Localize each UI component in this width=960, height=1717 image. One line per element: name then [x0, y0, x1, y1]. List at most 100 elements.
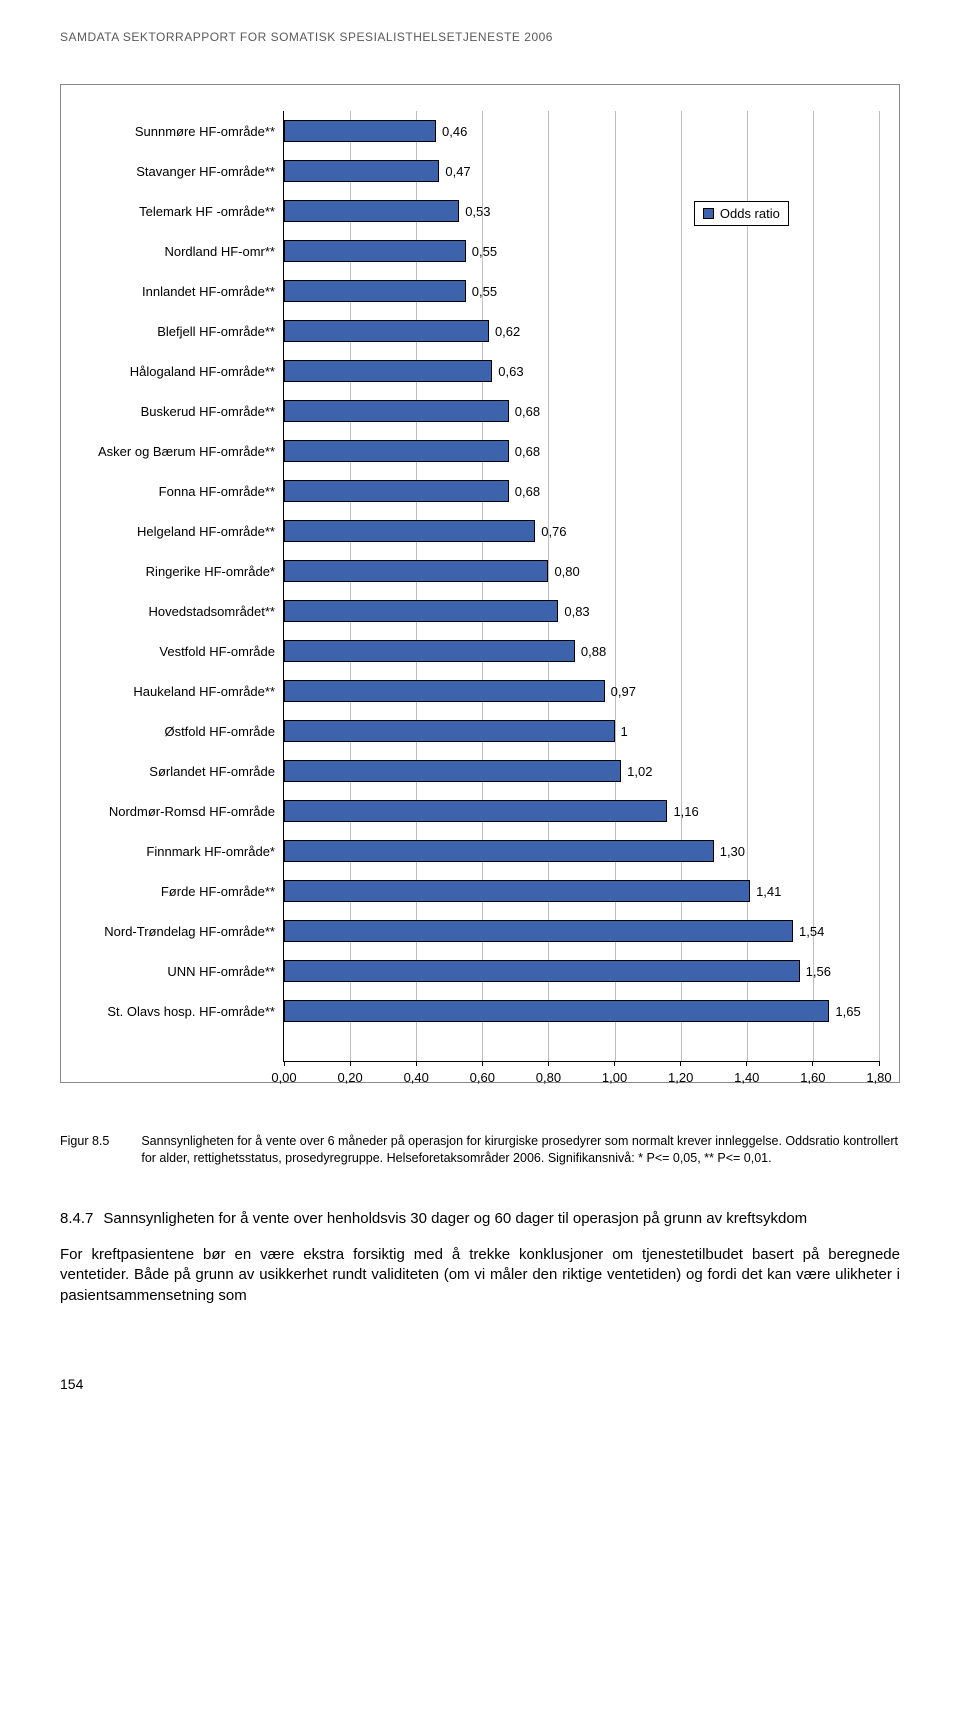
chart-category-label: Førde HF-område** [73, 871, 283, 911]
chart-bar-value: 0,46 [442, 124, 467, 139]
chart-bar-row: 0,76 [284, 511, 879, 551]
chart-bar-value: 1,30 [720, 844, 745, 859]
chart-category-label: Nord-Trøndelag HF-område** [73, 911, 283, 951]
chart-bar-value: 0,88 [581, 644, 606, 659]
chart-bar-row: 0,68 [284, 431, 879, 471]
chart-bar [284, 560, 548, 582]
chart-category-label: Innlandet HF-område** [73, 271, 283, 311]
figure-caption: Figur 8.5 Sannsynligheten for å vente ov… [60, 1133, 900, 1167]
chart-bar-row: 1,41 [284, 871, 879, 911]
chart-category-label: Ringerike HF-område* [73, 551, 283, 591]
chart-category-label: Buskerud HF-område** [73, 391, 283, 431]
chart-bar-value: 1 [621, 724, 628, 739]
chart-bar-value: 0,83 [564, 604, 589, 619]
chart-bar [284, 200, 459, 222]
chart-bar-row: 1,54 [284, 911, 879, 951]
chart-category-label: UNN HF-område** [73, 951, 283, 991]
chart-bar-value: 1,56 [806, 964, 831, 979]
chart-category-label: Blefjell HF-område** [73, 311, 283, 351]
chart-category-label: Nordmør-Romsd HF-område [73, 791, 283, 831]
x-tick-label: 0,00 [266, 1070, 302, 1085]
x-tick-label: 1,20 [663, 1070, 699, 1085]
chart-bar-row: 0,62 [284, 311, 879, 351]
legend-swatch-icon [703, 208, 714, 219]
legend-label: Odds ratio [720, 206, 780, 221]
chart-bar-row: 0,55 [284, 271, 879, 311]
chart-bar-row: 0,63 [284, 351, 879, 391]
chart-gridline [879, 111, 880, 1061]
chart-bar [284, 960, 800, 982]
chart-bar-value: 1,54 [799, 924, 824, 939]
body-paragraph: For kreftpasientene bør en være ekstra f… [60, 1245, 900, 1306]
section-number: 8.4.7 [60, 1209, 93, 1229]
chart-bar [284, 840, 714, 862]
chart-category-label: Telemark HF -område** [73, 191, 283, 231]
chart-bar [284, 600, 558, 622]
chart-bar-row: 1,30 [284, 831, 879, 871]
chart-category-label: Østfold HF-område [73, 711, 283, 751]
chart-bar-value: 0,97 [611, 684, 636, 699]
chart-bar-value: 1,41 [756, 884, 781, 899]
chart-bar-row: 1,65 [284, 991, 879, 1031]
chart-bar [284, 240, 466, 262]
chart-category-label: Helgeland HF-område** [73, 511, 283, 551]
chart-bar-value: 0,63 [498, 364, 523, 379]
chart-bar-row: 1 [284, 711, 879, 751]
chart-bar [284, 640, 575, 662]
chart-bar-value: 1,02 [627, 764, 652, 779]
chart-bar [284, 440, 509, 462]
x-tick-label: 1,40 [729, 1070, 765, 1085]
chart-category-label: Finnmark HF-område* [73, 831, 283, 871]
figure-caption-text: Sannsynligheten for å vente over 6 måned… [141, 1133, 900, 1167]
chart-bar [284, 120, 436, 142]
chart-category-label: Nordland HF-omr** [73, 231, 283, 271]
chart-bar [284, 400, 509, 422]
report-header: SAMDATA SEKTORRAPPORT FOR SOMATISK SPESI… [60, 30, 900, 44]
x-tick-label: 0,40 [398, 1070, 434, 1085]
section-heading: 8.4.7 Sannsynligheten for å vente over h… [60, 1209, 900, 1229]
chart-bar [284, 920, 793, 942]
chart-bar-value: 0,55 [472, 244, 497, 259]
x-tick-label: 0,80 [530, 1070, 566, 1085]
chart-bar-row: 1,56 [284, 951, 879, 991]
chart-bar [284, 1000, 829, 1022]
chart-category-label: Sørlandet HF-område [73, 751, 283, 791]
chart-category-label: Hålogaland HF-område** [73, 351, 283, 391]
chart-bar [284, 280, 466, 302]
x-tick-label: 1,00 [597, 1070, 633, 1085]
chart-legend: Odds ratio [694, 201, 789, 226]
chart-bar-row: 0,53 [284, 191, 879, 231]
chart-bar [284, 480, 509, 502]
chart-bar-row: 0,46 [284, 111, 879, 151]
page-number: 154 [60, 1376, 900, 1392]
chart-bar-row: 0,68 [284, 471, 879, 511]
chart-bar-value: 0,55 [472, 284, 497, 299]
chart-category-label: St. Olavs hosp. HF-område** [73, 991, 283, 1031]
chart-bar-row: 0,80 [284, 551, 879, 591]
chart-bar [284, 800, 667, 822]
x-tick-label: 0,60 [464, 1070, 500, 1085]
chart-frame: Sunnmøre HF-område**Stavanger HF-område*… [60, 84, 900, 1083]
chart-bar-value: 0,62 [495, 324, 520, 339]
chart-category-label: Vestfold HF-område [73, 631, 283, 671]
chart-category-labels: Sunnmøre HF-område**Stavanger HF-område*… [73, 111, 283, 1062]
chart-bar-value: 0,47 [445, 164, 470, 179]
section-title: Sannsynligheten for å vente over henhold… [103, 1209, 807, 1229]
chart-category-label: Hovedstadsområdet** [73, 591, 283, 631]
chart-bar-row: 0,68 [284, 391, 879, 431]
chart-bar-value: 0,76 [541, 524, 566, 539]
chart-bar-row: 0,88 [284, 631, 879, 671]
chart-bar [284, 160, 439, 182]
chart-bar [284, 360, 492, 382]
chart-bar [284, 680, 605, 702]
chart-bar-row: 1,02 [284, 751, 879, 791]
chart-category-label: Sunnmøre HF-område** [73, 111, 283, 151]
chart-bar-value: 0,68 [515, 484, 540, 499]
chart-bar-value: 0,80 [554, 564, 579, 579]
chart-category-label: Haukeland HF-område** [73, 671, 283, 711]
chart-category-label: Asker og Bærum HF-område** [73, 431, 283, 471]
chart-plot-area: 0,460,470,530,550,550,620,630,680,680,68… [283, 111, 879, 1062]
chart-bar [284, 720, 615, 742]
x-tick-label: 1,60 [795, 1070, 831, 1085]
x-tick-label: 0,20 [332, 1070, 368, 1085]
